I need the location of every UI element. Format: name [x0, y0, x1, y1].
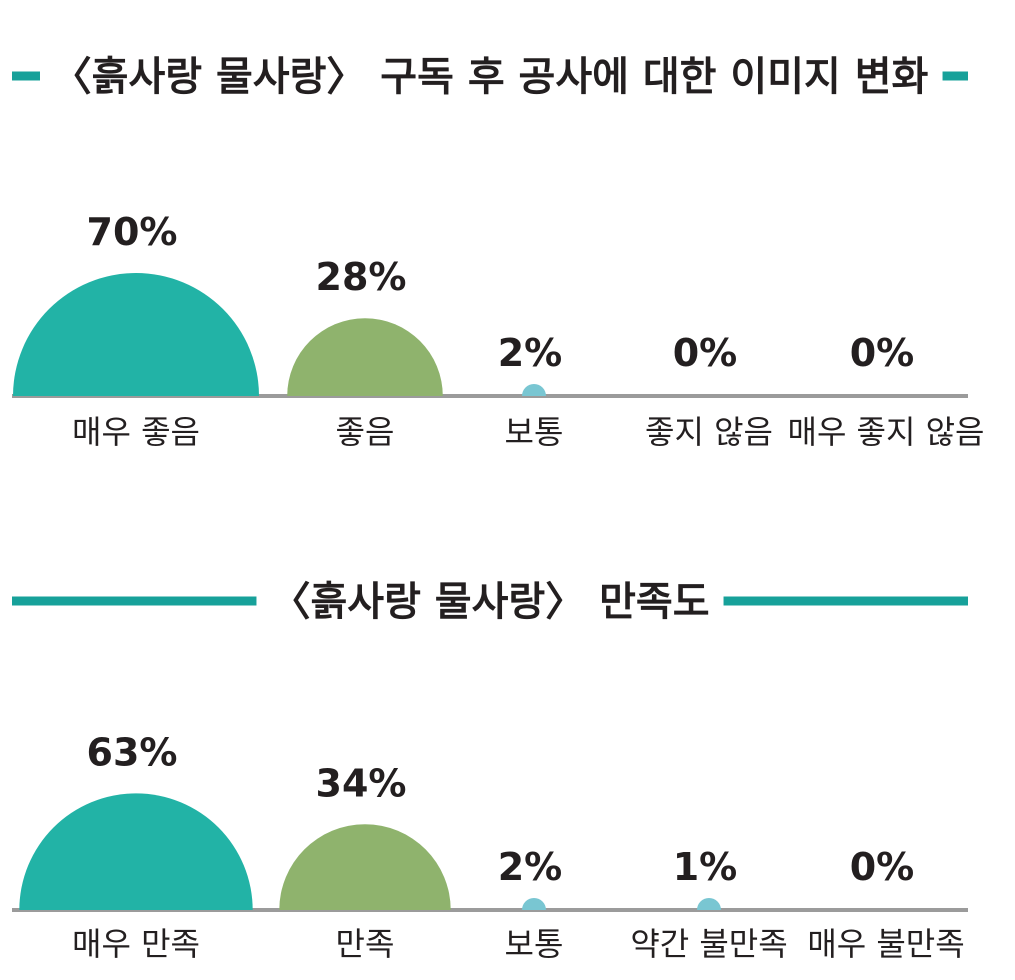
category-label: 매우 불만족 — [807, 925, 964, 963]
value-label: 63% — [87, 730, 178, 774]
category-label: 좋음 — [336, 413, 395, 451]
chart-title: 〈흙사랑 물사랑〉 만족도 — [270, 579, 709, 625]
value-label: 0% — [850, 845, 915, 889]
bar-semicircle — [522, 898, 546, 910]
bar-semicircle — [287, 318, 443, 396]
chart-title: 〈흙사랑 물사랑〉 구독 후 공사에 대한 이미지 변화 — [52, 54, 929, 100]
category-label: 매우 만족 — [72, 925, 200, 963]
value-label: 0% — [850, 331, 915, 375]
bar-semicircle — [697, 898, 721, 910]
value-label: 28% — [316, 255, 407, 299]
category-label: 보통 — [505, 413, 564, 451]
bar-semicircle — [522, 384, 546, 396]
value-label: 0% — [673, 331, 738, 375]
value-label: 2% — [498, 331, 563, 375]
bar-semicircle — [19, 793, 253, 910]
category-label: 매우 좋지 않음 — [788, 413, 985, 451]
value-label: 34% — [316, 761, 407, 805]
category-label: 약간 불만족 — [630, 925, 787, 963]
category-label: 만족 — [336, 925, 395, 963]
category-label: 매우 좋음 — [72, 413, 200, 451]
value-label: 2% — [498, 845, 563, 889]
category-label: 보통 — [505, 925, 564, 963]
value-label: 1% — [673, 845, 738, 889]
bar-semicircle — [279, 824, 451, 910]
bar-semicircle — [13, 273, 259, 396]
value-label: 70% — [87, 210, 178, 254]
category-label: 좋지 않음 — [645, 413, 773, 451]
